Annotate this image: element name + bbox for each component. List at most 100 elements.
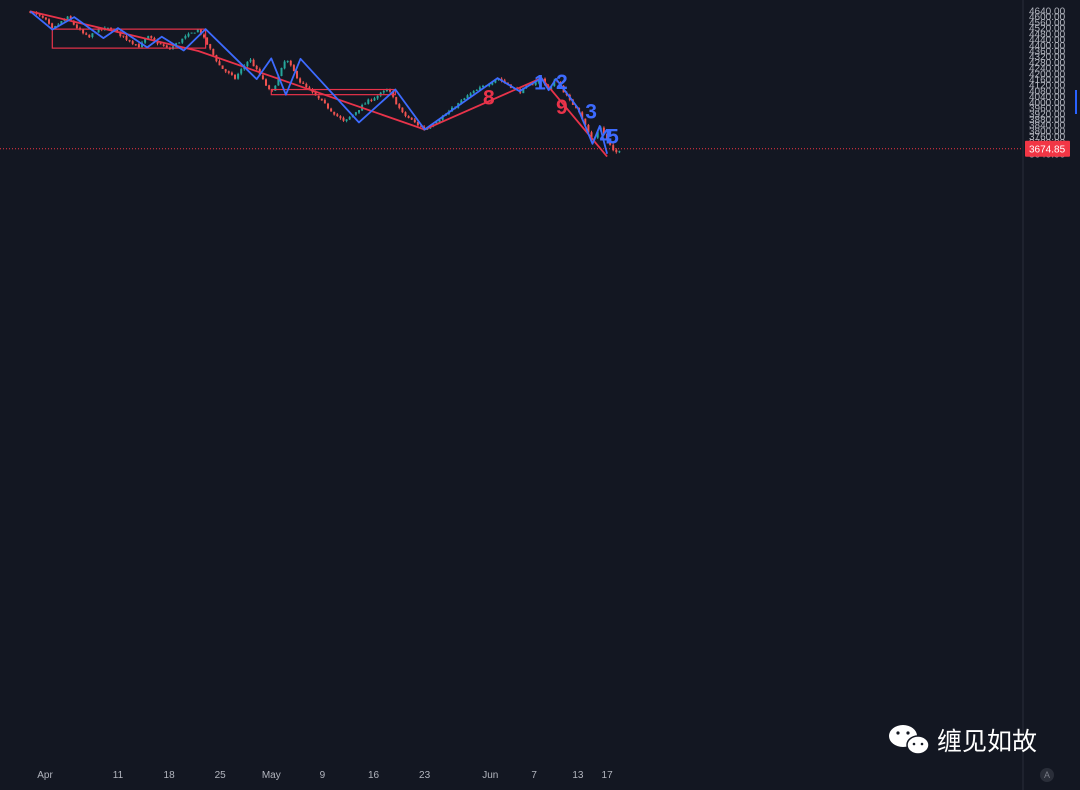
candle-body <box>51 23 54 28</box>
candle-body <box>165 45 168 48</box>
candle-body <box>44 17 47 20</box>
candle-body <box>234 74 236 79</box>
candle-body <box>60 21 63 25</box>
time-axis[interactable]: Apr 11 18 25 May 9 16 23 Jun 7 13 17 <box>37 770 613 781</box>
price-tick-label: 4240.00 <box>1029 64 1066 75</box>
price-tick-label: 3960.00 <box>1029 104 1066 115</box>
candle-body <box>240 69 243 74</box>
candle-body <box>187 33 190 37</box>
price-tick-label: 4120.00 <box>1029 81 1066 92</box>
candle-body <box>97 28 100 33</box>
candle-body <box>144 38 147 43</box>
time-tick-label: Apr <box>37 770 53 781</box>
candle-body <box>339 116 342 119</box>
candle-body <box>85 33 88 35</box>
candle-body <box>196 29 199 33</box>
candle-body <box>193 32 196 34</box>
price-axis[interactable]: 3640.003680.003720.003760.003800.003840.… <box>1029 7 1066 161</box>
segment-line <box>29 10 608 155</box>
candle-body <box>364 103 367 105</box>
last-price-text: 3674.85 <box>1029 144 1066 155</box>
candle-body <box>41 15 44 18</box>
candle-body <box>420 125 422 127</box>
candle-body <box>491 82 494 85</box>
price-tick-label: 4360.00 <box>1029 46 1066 57</box>
candle-body <box>116 29 119 32</box>
candle-body <box>255 65 258 69</box>
time-tick-label: May <box>262 770 281 781</box>
candle-body <box>522 87 525 94</box>
wave-label: 9 <box>556 96 568 119</box>
wave-label: 3 <box>585 100 597 123</box>
time-tick-label: 16 <box>368 770 380 781</box>
watermark: 缠见如故 <box>889 725 1037 756</box>
candle-body <box>230 72 233 75</box>
candle-body <box>463 98 466 100</box>
candle-body <box>478 87 481 90</box>
time-tick-label: 25 <box>215 770 227 781</box>
candle-body <box>162 44 165 46</box>
wave-label: 2 <box>556 71 568 94</box>
price-tick-label: 4600.00 <box>1029 12 1066 23</box>
price-tick-label: 4440.00 <box>1029 35 1066 46</box>
candle-body <box>354 112 357 115</box>
candle-body <box>342 117 345 121</box>
candle-body <box>153 38 156 41</box>
candle-body <box>218 61 221 66</box>
auto-scale-button[interactable]: A <box>1040 768 1054 782</box>
candle-body <box>299 78 302 83</box>
candle-body <box>553 80 556 86</box>
price-tick-label: 4080.00 <box>1029 86 1066 97</box>
candle-body <box>609 139 612 145</box>
price-tick-label: 4000.00 <box>1029 98 1066 109</box>
candle-body <box>596 131 599 138</box>
candle-body <box>252 59 255 67</box>
candle-body <box>348 116 351 120</box>
candle-body <box>581 112 584 119</box>
watermark-text: 缠见如故 <box>937 727 1037 756</box>
candle-body <box>48 19 50 24</box>
candle-body <box>190 32 193 34</box>
candle-body <box>131 41 134 44</box>
price-tick-label: 3800.00 <box>1029 126 1066 137</box>
candle-body <box>587 124 590 133</box>
candle-body <box>184 36 187 39</box>
time-tick-label: Jun <box>482 770 498 781</box>
price-tick-label: 3760.00 <box>1029 132 1066 143</box>
candle-body <box>150 36 153 38</box>
candle-body <box>482 85 484 87</box>
price-tick-label: 4400.00 <box>1029 41 1066 52</box>
candle-body <box>305 83 308 88</box>
candle-body <box>618 151 621 153</box>
candle-body <box>91 33 94 37</box>
candle-body <box>38 14 41 16</box>
candle-body <box>395 97 398 105</box>
candle-body <box>441 116 444 120</box>
candle-body <box>590 132 593 140</box>
price-tick-label: 4160.00 <box>1029 75 1066 86</box>
candle-body <box>320 98 323 101</box>
candle-body <box>246 61 249 67</box>
candle-body <box>317 95 320 99</box>
candle-body <box>438 119 441 123</box>
wave-label: 1 <box>534 72 546 95</box>
candle-body <box>82 29 85 34</box>
candle-body <box>615 149 618 153</box>
candle-body <box>265 79 267 86</box>
last-price-background <box>1025 140 1070 157</box>
candle-body <box>475 89 478 91</box>
candle-body <box>106 27 109 29</box>
candle-body <box>413 119 416 123</box>
candle-body <box>398 104 401 108</box>
time-tick-label: 23 <box>419 770 431 781</box>
candle-body <box>330 108 333 112</box>
candle-body <box>534 82 537 85</box>
candle-body <box>416 122 419 126</box>
candle-body <box>606 133 608 140</box>
price-tick-label: 4280.00 <box>1029 58 1066 69</box>
wave-label: 4 <box>600 125 612 148</box>
